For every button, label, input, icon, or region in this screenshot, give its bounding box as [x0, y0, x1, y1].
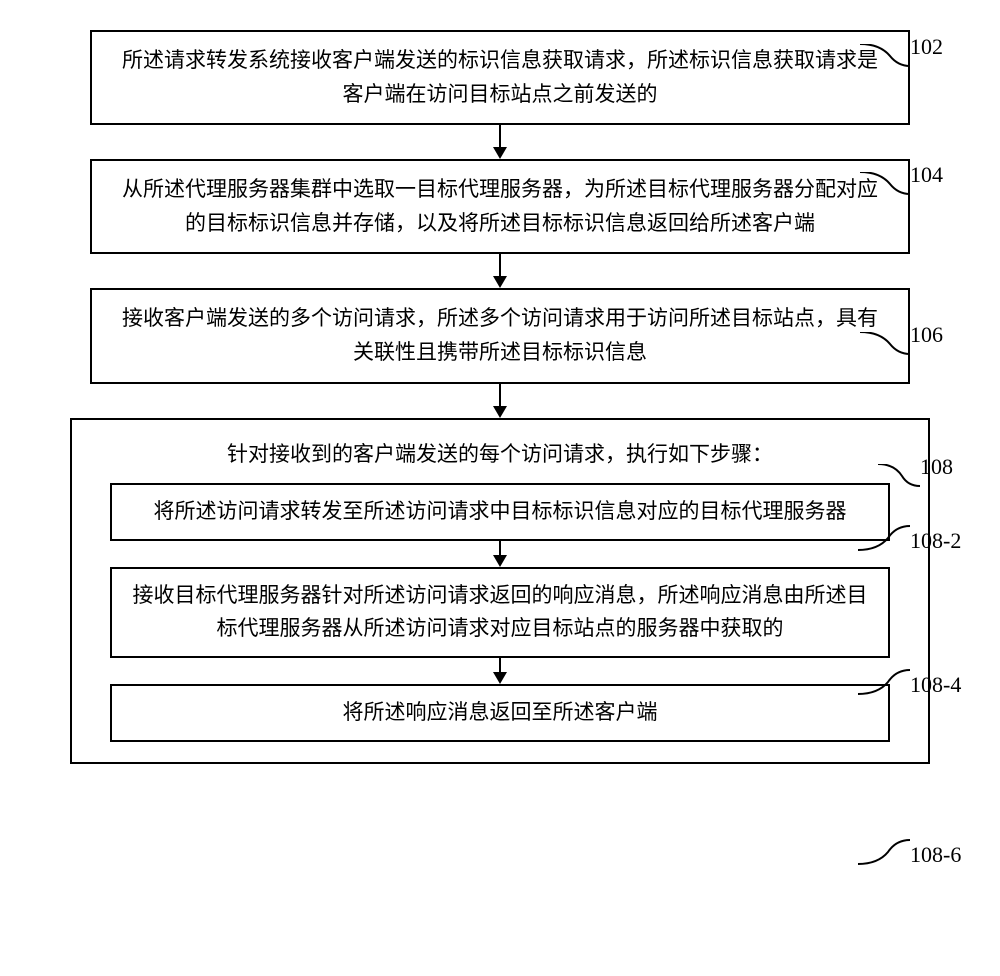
step-104-text: 从所述代理服务器集群中选取一目标代理服务器，为所述目标代理服务器分配对应的目标标…: [122, 177, 878, 235]
label-108: 108: [920, 454, 953, 480]
label-104: 104: [910, 162, 943, 188]
connector-108-6: [858, 836, 912, 868]
label-106: 106: [910, 322, 943, 348]
connector-108-2: [858, 522, 912, 554]
step-108-2-text: 将所述访问请求转发至所述访问请求中目标标识信息对应的目标代理服务器: [154, 499, 847, 523]
step-108-6: 将所述响应消息返回至所述客户端: [110, 684, 890, 742]
label-108-4: 108-4: [910, 672, 961, 698]
step-106: 接收客户端发送的多个访问请求，所述多个访问请求用于访问所述目标站点，具有关联性且…: [90, 288, 910, 383]
step-102: 所述请求转发系统接收客户端发送的标识信息获取请求，所述标识信息获取请求是客户端在…: [90, 30, 910, 125]
connector-108: [878, 464, 922, 490]
connector-102: [860, 44, 912, 70]
label-108-2: 108-2: [910, 528, 961, 554]
step-108-heading: 针对接收到的客户端发送的每个访问请求，执行如下步骤：: [92, 438, 908, 472]
arrow-108-2-108-4: [92, 541, 908, 567]
step-108-2: 将所述访问请求转发至所述访问请求中目标标识信息对应的目标代理服务器: [110, 483, 890, 541]
arrow-108-4-108-6: [92, 658, 908, 684]
label-102: 102: [910, 34, 943, 60]
step-108-6-text: 将所述响应消息返回至所述客户端: [343, 700, 658, 724]
arrow-106-108: [493, 384, 507, 418]
step-108-4: 接收目标代理服务器针对所述访问请求返回的响应消息，所述响应消息由所述目标代理服务…: [110, 567, 890, 658]
step-106-text: 接收客户端发送的多个访问请求，所述多个访问请求用于访问所述目标站点，具有关联性且…: [122, 306, 878, 364]
arrow-102-104: [493, 125, 507, 159]
label-108-6: 108-6: [910, 842, 961, 868]
step-108: 针对接收到的客户端发送的每个访问请求，执行如下步骤： 将所述访问请求转发至所述访…: [70, 418, 930, 764]
arrow-104-106: [493, 254, 507, 288]
connector-104: [860, 172, 912, 198]
flowchart-container: 所述请求转发系统接收客户端发送的标识信息获取请求，所述标识信息获取请求是客户端在…: [50, 30, 950, 764]
step-102-text: 所述请求转发系统接收客户端发送的标识信息获取请求，所述标识信息获取请求是客户端在…: [122, 48, 878, 106]
connector-108-4: [858, 666, 912, 698]
step-108-4-text: 接收目标代理服务器针对所述访问请求返回的响应消息，所述响应消息由所述目标代理服务…: [133, 583, 868, 641]
step-104: 从所述代理服务器集群中选取一目标代理服务器，为所述目标代理服务器分配对应的目标标…: [90, 159, 910, 254]
connector-106: [860, 332, 912, 358]
